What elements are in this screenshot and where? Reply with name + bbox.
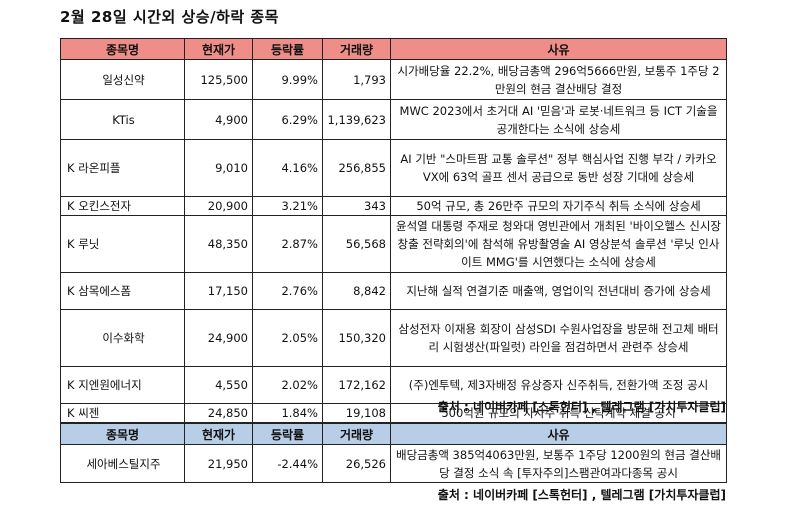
stock-name: 일성신약 (60, 59, 185, 100)
header-name: 종목명 (60, 38, 185, 60)
table-row: K 오킨스전자 20,900 3.21% 343 50억 규모, 총 26만주 … (60, 196, 727, 216)
stock-change: 1.84% (252, 403, 323, 423)
stock-volume: 56,568 (322, 215, 391, 273)
stock-name: K 오킨스전자 (60, 196, 185, 216)
header-volume: 거래량 (322, 38, 391, 60)
header-change: 등락률 (252, 38, 323, 60)
falling-stocks-table: 종목명 현재가 등락률 거래량 사유 세아베스틸지주 21,950 -2.44%… (60, 423, 727, 483)
stock-change: 2.05% (252, 309, 323, 367)
stock-reason: 500억원 규모의 자사주 취득 신탁계약 체결 공시 (390, 403, 727, 423)
stock-change: 4.16% (252, 139, 323, 197)
stock-price: 24,850 (184, 403, 253, 423)
stock-reason: 윤석열 대통령 주재로 청와대 영빈관에서 개최된 '바이오헬스 신시장 창출 … (390, 215, 727, 273)
stock-name: KTis (60, 99, 185, 140)
stock-price: 20,900 (184, 196, 253, 216)
source-note: 출처 : 네이버카페 [스톡헌터] , 텔레그램 [가치투자클럽] (437, 488, 726, 502)
table-row: K 루닛 48,350 2.87% 56,568 윤석열 대통령 주재로 청와대… (60, 215, 727, 273)
table-row: 세아베스틸지주 21,950 -2.44% 26,526 배당금총액 385억4… (60, 444, 727, 483)
stock-price: 24,900 (184, 309, 253, 367)
stock-volume: 343 (322, 196, 391, 216)
stock-reason: 50억 규모, 총 26만주 규모의 자기주식 취득 소식에 상승세 (390, 196, 727, 216)
stock-change: 9.99% (252, 59, 323, 100)
header-reason: 사유 (390, 38, 727, 60)
source-note: 출처 : 네이버카페 [스톡헌터] , 텔레그램 [가치투자클럽] (437, 400, 726, 414)
stock-volume: 19,108 (322, 403, 391, 423)
table-header-row: 종목명 현재가 등락률 거래량 사유 (60, 38, 727, 60)
stock-volume: 256,855 (322, 139, 391, 197)
stock-name: K 삼목에스폼 (60, 272, 185, 310)
stock-reason: 지난해 실적 연결기준 매출액, 영업이익 전년대비 증가에 상승세 (390, 272, 727, 310)
stock-reason: 배당금총액 385억4063만원, 보통주 1주당 1200원의 현금 결산배당… (390, 444, 727, 483)
stock-name: K 라온피플 (60, 139, 185, 197)
stock-reason: AI 기반 "스마트팜 교통 솔루션" 정부 핵심사업 진행 부각 / 카카오V… (390, 139, 727, 197)
stock-volume: 1,793 (322, 59, 391, 100)
stock-name: K 루닛 (60, 215, 185, 273)
stock-price: 125,500 (184, 59, 253, 100)
stock-price: 48,350 (184, 215, 253, 273)
stock-reason: (주)엔투텍, 제3자배정 유상증자 신주취득, 전환가액 조정 공시 (390, 366, 727, 404)
stock-change: 2.76% (252, 272, 323, 310)
stock-price: 9,010 (184, 139, 253, 197)
header-change: 등락률 (252, 423, 323, 445)
stock-volume: 26,526 (322, 444, 391, 483)
stock-price: 4,900 (184, 99, 253, 140)
table-row: 일성신약 125,500 9.99% 1,793 시가배당율 22.2%, 배당… (60, 59, 727, 100)
table-row: 이수화학 24,900 2.05% 150,320 삼성전자 이재용 회장이 삼… (60, 309, 727, 367)
page-title: 2월 28일 시간외 상승/하락 종목 (60, 8, 279, 26)
table-header-row: 종목명 현재가 등락률 거래량 사유 (60, 423, 727, 445)
header-name: 종목명 (60, 423, 185, 445)
stock-name: K 지엔원에너지 (60, 366, 185, 404)
stock-name: 세아베스틸지주 (60, 444, 185, 483)
header-price: 현재가 (184, 38, 253, 60)
stock-change: 6.29% (252, 99, 323, 140)
table-row: K 씨젠 24,850 1.84% 19,108 500억원 규모의 자사주 취… (60, 403, 727, 423)
stock-price: 17,150 (184, 272, 253, 310)
stock-price: 4,550 (184, 366, 253, 404)
table-row: K 삼목에스폼 17,150 2.76% 8,842 지난해 실적 연결기준 매… (60, 272, 727, 310)
stock-reason: 시가배당율 22.2%, 배당금총액 296억5666만원, 보통주 1주당 2… (390, 59, 727, 100)
stock-reason: MWC 2023에서 초거대 AI '믿음'과 로봇·네트워크 등 ICT 기술… (390, 99, 727, 140)
table-row: KTis 4,900 6.29% 1,139,623 MWC 2023에서 초거… (60, 99, 727, 140)
header-reason: 사유 (390, 423, 727, 445)
stock-change: 2.87% (252, 215, 323, 273)
stock-volume: 1,139,623 (322, 99, 391, 140)
stock-price: 21,950 (184, 444, 253, 483)
stock-volume: 172,162 (322, 366, 391, 404)
table-row: K 지엔원에너지 4,550 2.02% 172,162 (주)엔투텍, 제3자… (60, 366, 727, 404)
header-volume: 거래량 (322, 423, 391, 445)
stock-volume: 150,320 (322, 309, 391, 367)
stock-name: 이수화학 (60, 309, 185, 367)
stock-reason: 삼성전자 이재용 회장이 삼성SDI 수원사업장을 방문해 전고체 배터리 시험… (390, 309, 727, 367)
stock-change: -2.44% (252, 444, 323, 483)
stock-volume: 8,842 (322, 272, 391, 310)
rising-stocks-table: 종목명 현재가 등락률 거래량 사유 일성신약 125,500 9.99% 1,… (60, 38, 727, 423)
stock-change: 3.21% (252, 196, 323, 216)
table-row: K 라온피플 9,010 4.16% 256,855 AI 기반 "스마트팜 교… (60, 139, 727, 197)
stock-name: K 씨젠 (60, 403, 185, 423)
header-price: 현재가 (184, 423, 253, 445)
